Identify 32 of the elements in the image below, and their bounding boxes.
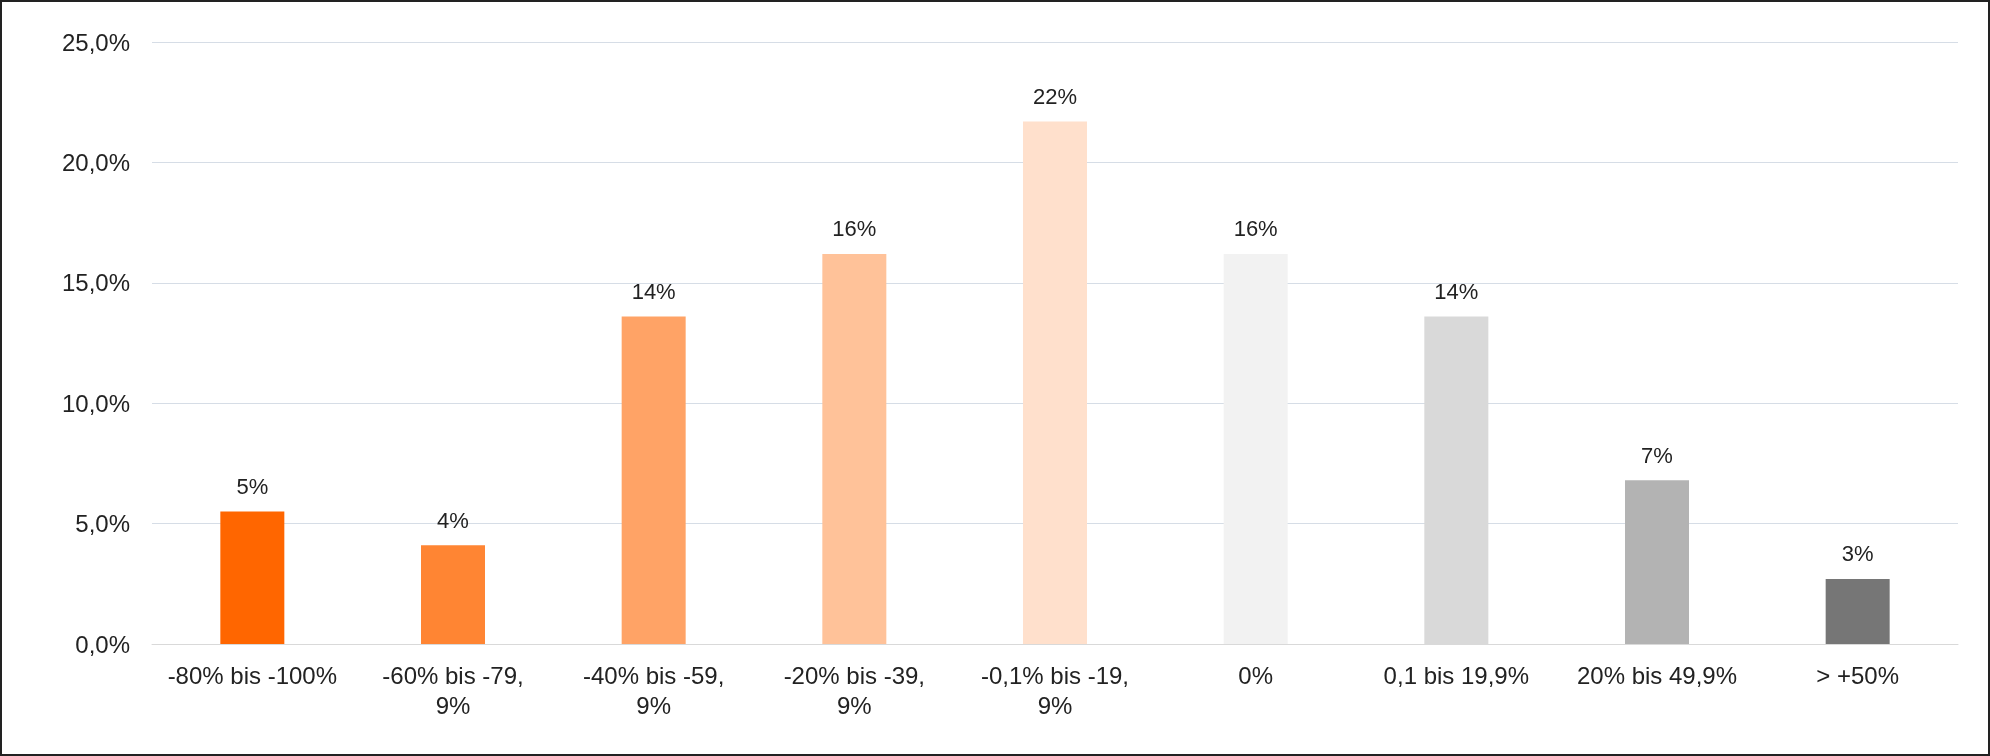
y-tick-label: 5,0%	[75, 510, 130, 538]
bar	[822, 253, 887, 644]
y-tick-label: 0,0%	[75, 630, 130, 658]
bar	[1023, 121, 1087, 644]
bar	[1825, 578, 1890, 644]
y-tick-label: 15,0%	[61, 269, 130, 297]
x-tick-label: -60% bis -79,9%	[382, 661, 524, 719]
bar	[421, 545, 485, 644]
x-tick-label: 0,1 bis 19,9%	[1383, 661, 1530, 689]
data-label: 14%	[1434, 279, 1479, 305]
x-tick-label: -80% bis -100%	[167, 661, 338, 689]
bar	[220, 511, 285, 644]
y-tick-label: 25,0%	[61, 28, 130, 56]
bar	[1223, 253, 1288, 644]
x-tick-label: 0%	[1238, 661, 1274, 689]
bar	[621, 316, 686, 644]
data-label: 5%	[236, 474, 269, 500]
data-label: 4%	[437, 507, 469, 533]
x-tick-label: -40% bis -59,9%	[582, 661, 725, 719]
data-label: 22%	[1032, 83, 1078, 109]
x-tick-label: -20% bis -39,9%	[783, 661, 926, 719]
x-tick-label: > +50%	[1816, 661, 1900, 689]
y-tick-label: 10,0%	[61, 389, 130, 417]
data-label: 3%	[1841, 541, 1874, 567]
bar	[1625, 480, 1689, 644]
data-label: 16%	[1233, 216, 1278, 242]
data-label: 16%	[832, 216, 877, 242]
x-tick-label: -0,1% bis -19,9%	[980, 661, 1130, 719]
y-tick-label: 20,0%	[61, 148, 130, 176]
x-tick-label: 20% bis 49,9%	[1576, 661, 1738, 689]
data-label: 7%	[1641, 442, 1673, 468]
data-label: 14%	[631, 279, 676, 305]
